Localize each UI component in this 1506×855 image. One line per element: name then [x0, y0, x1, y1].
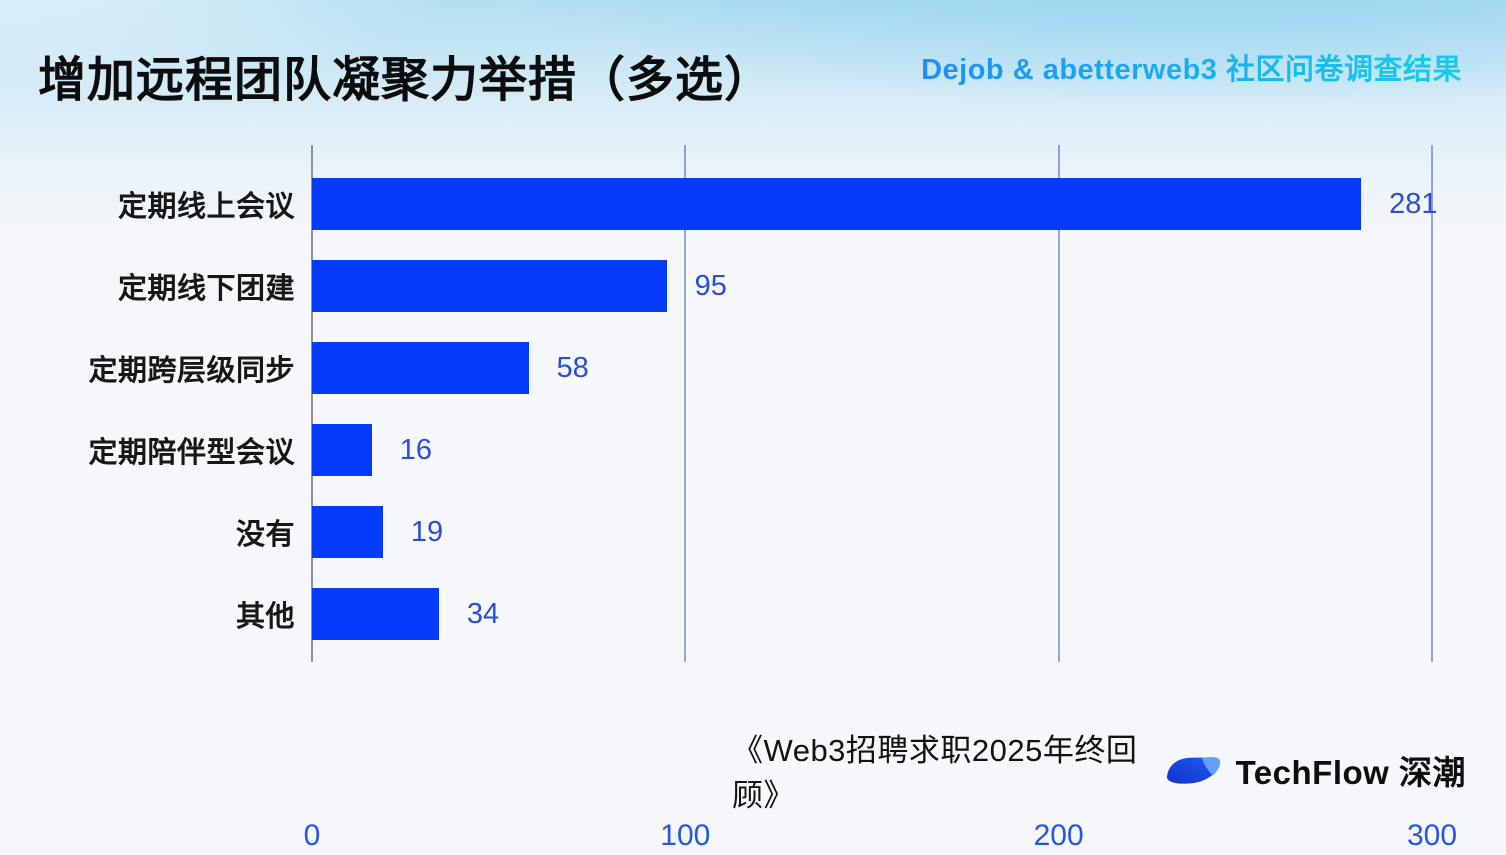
bar-row: 定期陪伴型会议 16 [0, 409, 1506, 491]
bar-track: 34 [312, 588, 1506, 640]
bar-track: 58 [312, 342, 1506, 394]
value-label: 34 [466, 597, 500, 630]
footer: 《Web3招聘求职2025年终回顾》 TechFlow 深潮 [732, 733, 1466, 813]
x-tick-label-0: 0 [303, 819, 321, 852]
bar [312, 506, 383, 558]
gridline-300 [1431, 145, 1433, 662]
x-tick-label-100: 100 [660, 819, 711, 852]
value-label: 95 [694, 269, 727, 302]
x-tick-label-200: 200 [1033, 819, 1084, 852]
survey-source-subtitle: Dejob & abetterweb3 社区问卷调查结果 [921, 46, 1462, 88]
techflow-leaf-icon [1166, 757, 1220, 784]
gridline-100 [684, 145, 687, 662]
x-axis-tick-labels: 0 100 200 300 [304, 819, 1457, 855]
gridline-layer [311, 145, 1433, 662]
source-citation: 《Web3招聘求职2025年终回顾》 [732, 733, 1138, 813]
x-tick-label-300: 300 [1406, 819, 1458, 852]
bar-row: 没有 19 [0, 491, 1506, 573]
bar-row: 定期跨层级同步 58 [0, 327, 1506, 409]
page-title: 增加远程团队凝聚力举措（多选） [38, 54, 774, 107]
bar-row: 定期线上会议 281 [0, 163, 1506, 245]
category-label: 定期陪伴型会议 [88, 437, 295, 469]
category-label: 定期线下团建 [117, 273, 295, 305]
bar [312, 260, 667, 312]
category-label: 没有 [235, 519, 295, 551]
value-label: 16 [399, 433, 432, 466]
value-label: 281 [1389, 187, 1438, 220]
bar [312, 178, 1362, 230]
bar [312, 342, 529, 394]
bar [312, 588, 439, 640]
value-label: 58 [556, 351, 589, 384]
bar-row: 定期线下团建 95 [0, 245, 1506, 327]
zero-axis-line [311, 145, 313, 662]
value-label: 19 [410, 515, 444, 548]
bar-track: 95 [312, 260, 1506, 312]
bar-track: 16 [312, 424, 1506, 476]
bar-row: 其他 34 [0, 573, 1506, 655]
category-label: 其他 [235, 601, 295, 633]
gridline-200 [1057, 145, 1060, 662]
bar-track: 281 [312, 178, 1506, 230]
bar [312, 424, 372, 476]
category-label: 定期跨层级同步 [88, 355, 295, 387]
bar-track: 19 [312, 506, 1506, 558]
bar-rows: 定期线上会议 281 定期线下团建 95 定期跨层级同步 58 定期陪伴型会议 16 没有 19 其… [0, 163, 1506, 655]
category-label: 定期线上会议 [117, 191, 295, 223]
brand-name: TechFlow 深潮 [1235, 754, 1466, 791]
bar-chart: 定期线上会议 281 定期线下团建 95 定期跨层级同步 58 定期陪伴型会议 16 没有 19 其… [0, 145, 1506, 852]
